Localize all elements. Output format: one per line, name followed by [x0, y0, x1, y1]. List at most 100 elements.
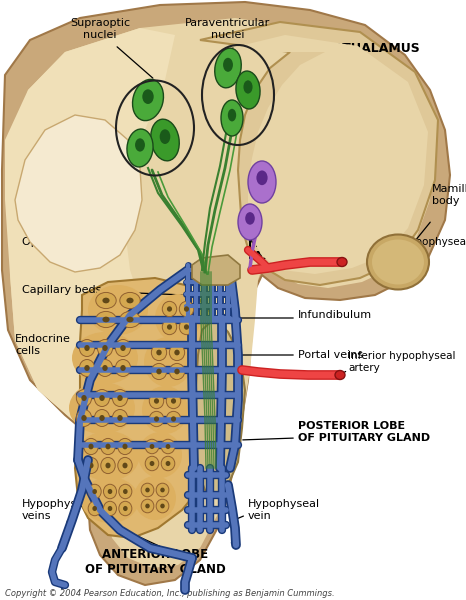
- Ellipse shape: [161, 456, 175, 471]
- Ellipse shape: [167, 306, 172, 312]
- Ellipse shape: [126, 317, 134, 322]
- Ellipse shape: [142, 89, 154, 104]
- Text: POSTERIOR LOBE
OF PITUITARY GLAND: POSTERIOR LOBE OF PITUITARY GLAND: [298, 421, 430, 443]
- Ellipse shape: [165, 444, 171, 449]
- Ellipse shape: [372, 239, 424, 284]
- Ellipse shape: [97, 359, 113, 377]
- Ellipse shape: [117, 415, 123, 421]
- Ellipse shape: [89, 443, 94, 449]
- Text: Inferior hypophyseal
artery: Inferior hypophyseal artery: [348, 351, 455, 373]
- Ellipse shape: [81, 395, 87, 401]
- Ellipse shape: [179, 319, 194, 335]
- Ellipse shape: [103, 484, 116, 499]
- Ellipse shape: [79, 359, 95, 377]
- Text: Capillary beds: Capillary beds: [22, 285, 102, 295]
- Ellipse shape: [96, 292, 116, 308]
- Polygon shape: [200, 22, 438, 285]
- Ellipse shape: [335, 370, 345, 379]
- Ellipse shape: [154, 398, 159, 404]
- Ellipse shape: [119, 501, 132, 516]
- Ellipse shape: [118, 457, 132, 473]
- Ellipse shape: [84, 457, 98, 473]
- Ellipse shape: [174, 350, 180, 355]
- Ellipse shape: [123, 506, 128, 511]
- Polygon shape: [10, 18, 432, 568]
- Text: Mamillary
body: Mamillary body: [432, 184, 466, 206]
- Ellipse shape: [169, 364, 185, 380]
- Ellipse shape: [101, 457, 115, 473]
- Ellipse shape: [94, 409, 110, 427]
- Ellipse shape: [101, 439, 115, 455]
- Text: HYPOTHALAMUS: HYPOTHALAMUS: [304, 41, 420, 55]
- Ellipse shape: [154, 416, 159, 422]
- Ellipse shape: [88, 501, 101, 516]
- Ellipse shape: [103, 365, 108, 371]
- Ellipse shape: [103, 501, 116, 516]
- Ellipse shape: [105, 463, 110, 469]
- Polygon shape: [75, 278, 228, 538]
- Ellipse shape: [162, 301, 177, 317]
- Polygon shape: [215, 35, 428, 274]
- Ellipse shape: [156, 499, 169, 513]
- Ellipse shape: [169, 344, 185, 361]
- Ellipse shape: [94, 389, 110, 407]
- Ellipse shape: [171, 416, 176, 422]
- Ellipse shape: [144, 337, 192, 387]
- Text: Portal veins: Portal veins: [298, 350, 363, 360]
- Ellipse shape: [160, 488, 165, 493]
- Ellipse shape: [156, 483, 169, 497]
- Ellipse shape: [120, 365, 126, 371]
- Ellipse shape: [92, 489, 97, 494]
- Ellipse shape: [76, 389, 92, 407]
- Text: ANTERIOR LOBE
OF PITUITARY GLAND: ANTERIOR LOBE OF PITUITARY GLAND: [85, 548, 226, 576]
- Text: Optic chiasm: Optic chiasm: [22, 237, 95, 247]
- Ellipse shape: [120, 345, 126, 351]
- Ellipse shape: [141, 483, 154, 497]
- Text: Hypophyseal
vein: Hypophyseal vein: [248, 499, 320, 521]
- Ellipse shape: [248, 161, 276, 203]
- Ellipse shape: [161, 439, 175, 454]
- Ellipse shape: [151, 364, 167, 380]
- Ellipse shape: [103, 317, 110, 322]
- Ellipse shape: [138, 432, 182, 478]
- Ellipse shape: [96, 311, 116, 328]
- Ellipse shape: [367, 235, 429, 289]
- Polygon shape: [2, 2, 450, 585]
- Ellipse shape: [118, 439, 132, 455]
- Ellipse shape: [108, 506, 112, 511]
- Ellipse shape: [72, 332, 138, 384]
- Ellipse shape: [123, 443, 128, 449]
- Text: Endocrine
cells: Endocrine cells: [15, 334, 71, 356]
- Ellipse shape: [134, 476, 176, 520]
- Ellipse shape: [69, 382, 135, 434]
- Ellipse shape: [141, 499, 154, 513]
- Text: Infundibulum: Infundibulum: [298, 310, 372, 320]
- Ellipse shape: [99, 395, 105, 401]
- Ellipse shape: [150, 444, 154, 449]
- Ellipse shape: [84, 345, 89, 351]
- Ellipse shape: [238, 204, 262, 240]
- Ellipse shape: [97, 340, 113, 356]
- Ellipse shape: [76, 431, 139, 481]
- Ellipse shape: [236, 71, 260, 109]
- Polygon shape: [192, 255, 240, 285]
- Ellipse shape: [120, 311, 140, 328]
- Ellipse shape: [81, 415, 87, 421]
- Ellipse shape: [112, 409, 128, 427]
- Ellipse shape: [92, 506, 97, 511]
- Ellipse shape: [223, 58, 233, 72]
- Polygon shape: [15, 115, 142, 272]
- Ellipse shape: [123, 489, 128, 494]
- Ellipse shape: [89, 463, 94, 469]
- Ellipse shape: [162, 319, 177, 335]
- Ellipse shape: [117, 395, 123, 401]
- Ellipse shape: [132, 79, 164, 121]
- Ellipse shape: [337, 257, 347, 266]
- Ellipse shape: [149, 394, 164, 409]
- Ellipse shape: [156, 368, 162, 374]
- Ellipse shape: [243, 80, 253, 94]
- Ellipse shape: [142, 386, 188, 434]
- Ellipse shape: [151, 344, 167, 361]
- Ellipse shape: [167, 324, 172, 329]
- Ellipse shape: [149, 412, 164, 427]
